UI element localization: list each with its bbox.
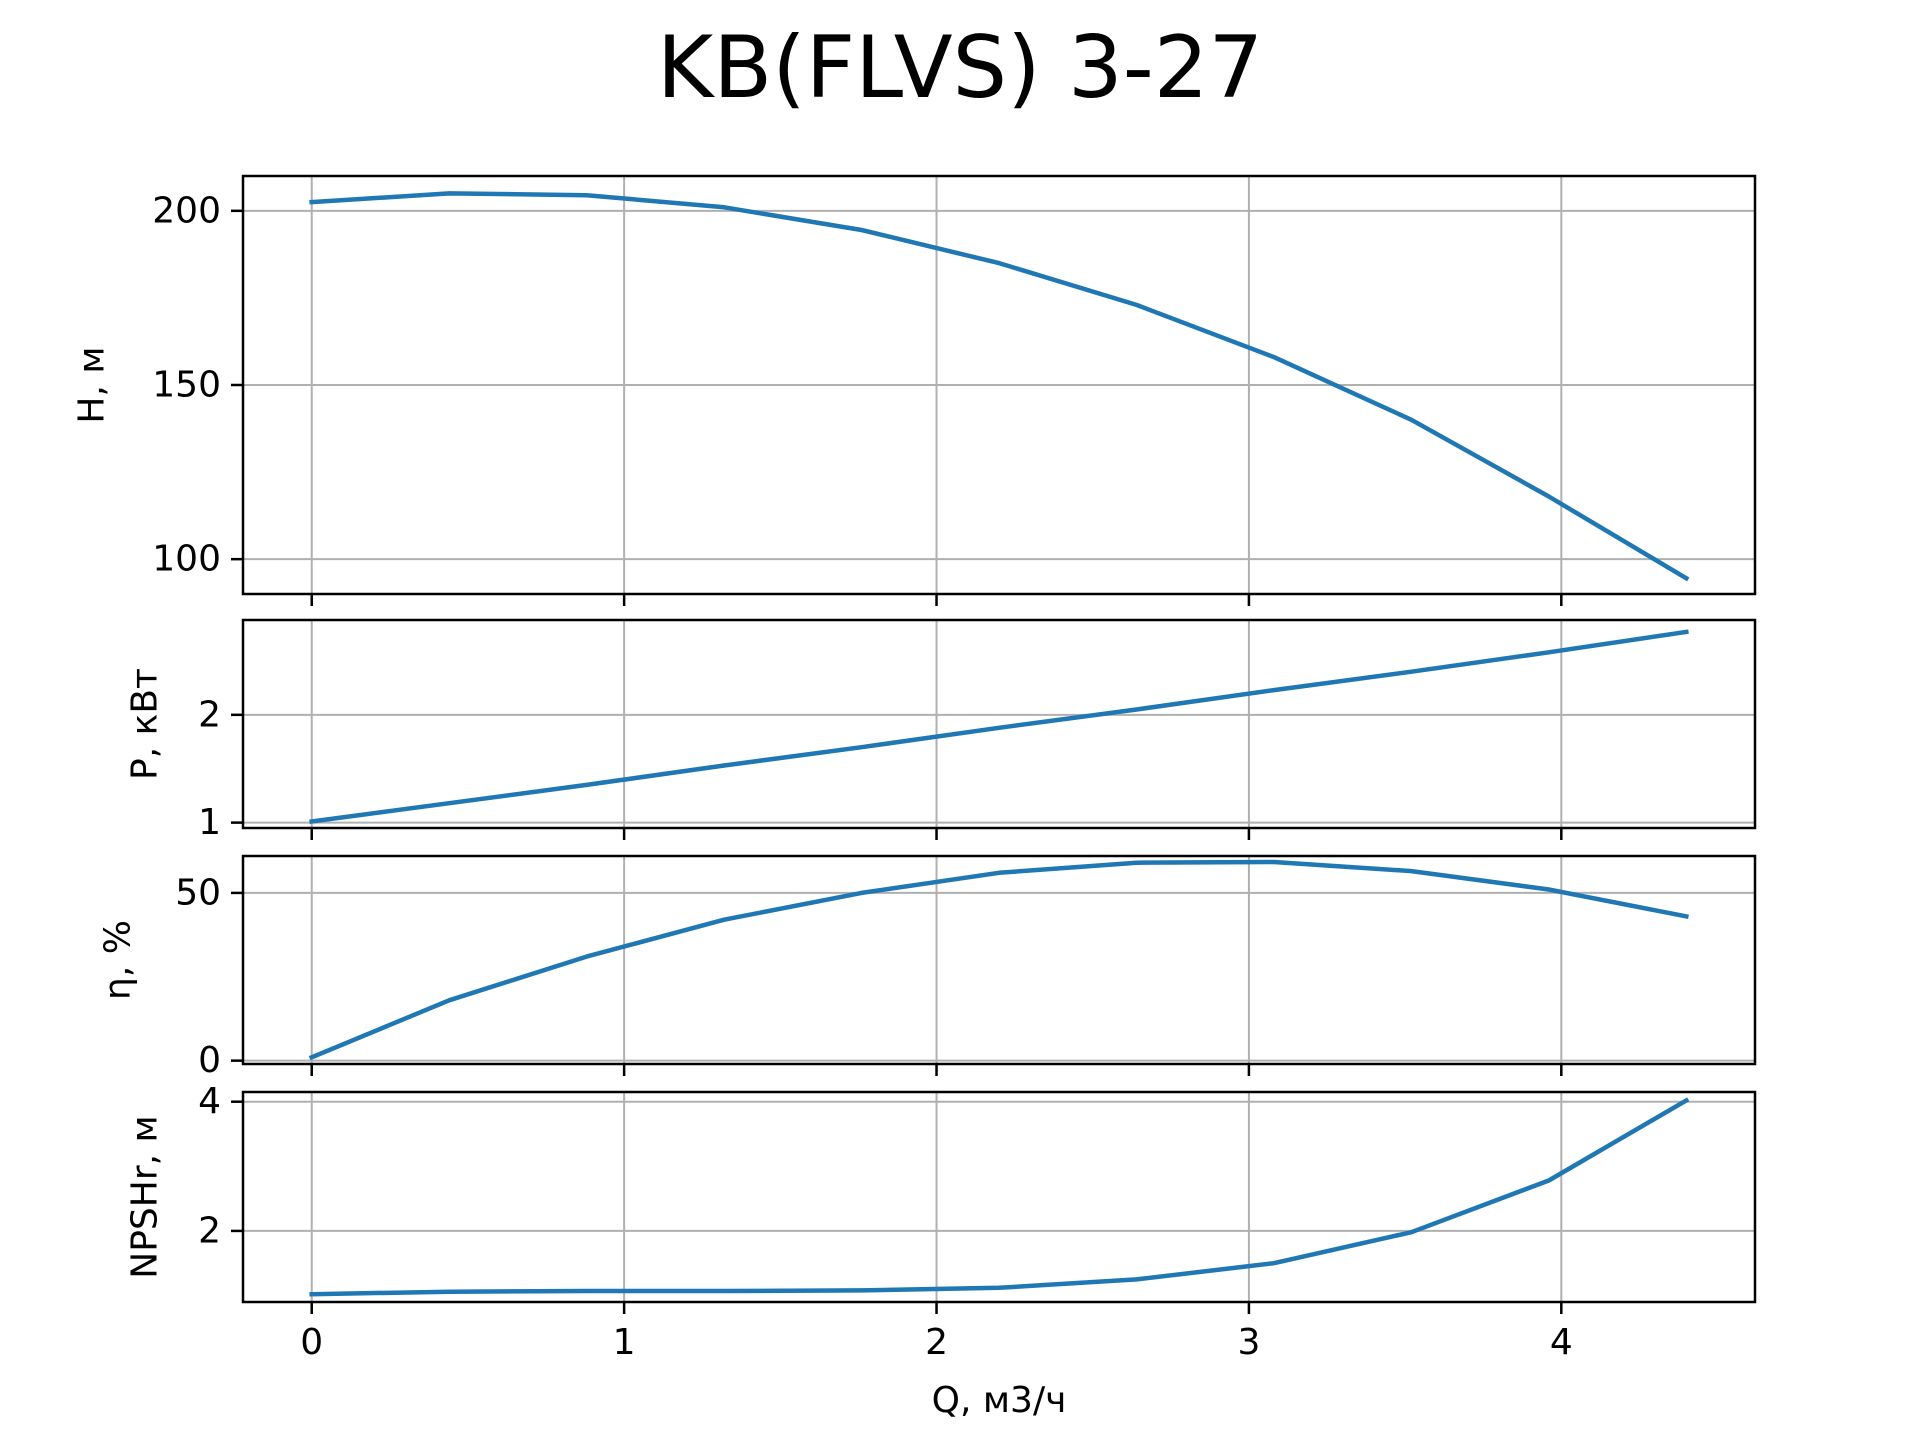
y-tick-label: 2 [198,694,221,735]
x-axis-label: Q, м3/ч [932,1380,1067,1421]
chart-title: KB(FLVS) 3-27 [656,18,1264,118]
y-axis-label-panel-1: H, м [72,346,113,423]
x-tick-label: 2 [925,1322,948,1363]
series-line-panel-3 [308,859,1689,1061]
y-tick-label: 50 [175,872,221,913]
y-tick-label: 2 [198,1210,221,1251]
plot-frame-panel-2 [241,618,1757,830]
x-tick-label: 0 [300,1322,323,1363]
y-tick-label: 4 [198,1081,221,1122]
plot-frame-panel-3 [241,854,1757,1066]
x-tick-label: 4 [1550,1322,1573,1363]
y-tick-label: 1 [198,802,221,843]
series-line-panel-4 [309,1097,1690,1297]
series-line-panel-1 [309,191,1690,582]
x-tick-label: 1 [613,1322,636,1363]
y-axis-label-panel-2: P, кВт [125,668,166,780]
y-axis-label-panel-4: NPSHr, м [125,1115,166,1278]
x-tick-label: 3 [1237,1322,1260,1363]
y-tick-label: 100 [152,539,221,580]
y-axis-label-panel-3: η, % [98,920,139,1000]
y-tick-label: 0 [198,1040,221,1081]
y-tick-label: 150 [152,365,221,406]
series-line-panel-2 [309,629,1689,825]
y-tick-label: 200 [152,190,221,231]
plot-frame-panel-4 [241,1090,1757,1304]
